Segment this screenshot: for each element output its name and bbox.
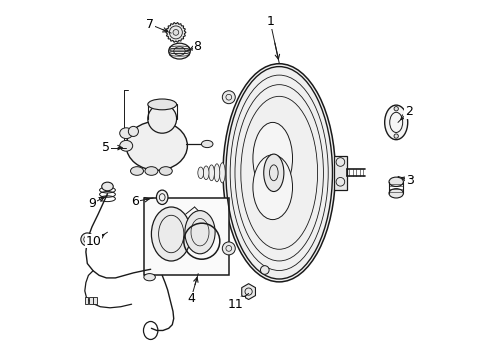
Ellipse shape: [220, 163, 225, 183]
Ellipse shape: [214, 164, 220, 182]
Text: 1: 1: [266, 15, 274, 28]
Text: 2: 2: [405, 105, 413, 118]
Ellipse shape: [145, 167, 158, 175]
Ellipse shape: [389, 189, 403, 198]
Text: 3: 3: [406, 174, 414, 186]
Bar: [94, 297, 97, 304]
Ellipse shape: [185, 211, 215, 254]
Text: 7: 7: [147, 18, 154, 31]
Ellipse shape: [169, 43, 190, 59]
Ellipse shape: [159, 167, 172, 175]
Text: 6: 6: [131, 195, 139, 208]
Bar: [144, 198, 229, 275]
Circle shape: [394, 107, 398, 111]
Ellipse shape: [223, 64, 335, 282]
Ellipse shape: [261, 266, 269, 274]
Ellipse shape: [126, 121, 187, 170]
Ellipse shape: [222, 242, 235, 255]
Ellipse shape: [201, 140, 213, 148]
Ellipse shape: [102, 182, 113, 191]
Ellipse shape: [385, 105, 408, 140]
Ellipse shape: [389, 177, 403, 186]
Ellipse shape: [148, 104, 176, 133]
Circle shape: [394, 134, 398, 138]
Ellipse shape: [120, 128, 133, 139]
Ellipse shape: [128, 126, 139, 136]
Ellipse shape: [120, 140, 133, 151]
Ellipse shape: [156, 190, 168, 204]
Text: 10: 10: [86, 235, 102, 248]
Ellipse shape: [264, 154, 284, 192]
Ellipse shape: [253, 122, 293, 194]
Text: 8: 8: [194, 40, 201, 53]
Ellipse shape: [151, 207, 191, 261]
Polygon shape: [166, 22, 186, 42]
Ellipse shape: [209, 165, 215, 181]
Bar: [89, 297, 93, 304]
Text: 4: 4: [187, 292, 195, 305]
Ellipse shape: [148, 99, 176, 110]
Ellipse shape: [253, 155, 293, 220]
Polygon shape: [242, 284, 255, 300]
Ellipse shape: [203, 166, 209, 180]
Ellipse shape: [222, 91, 235, 104]
Text: 11: 11: [228, 298, 244, 311]
Ellipse shape: [130, 167, 144, 175]
Bar: [85, 297, 88, 304]
Circle shape: [173, 30, 179, 35]
Ellipse shape: [198, 167, 204, 179]
Text: 9: 9: [88, 197, 96, 210]
Ellipse shape: [81, 233, 94, 246]
Ellipse shape: [144, 274, 155, 281]
Bar: [334, 156, 347, 190]
Text: 5: 5: [102, 141, 110, 154]
